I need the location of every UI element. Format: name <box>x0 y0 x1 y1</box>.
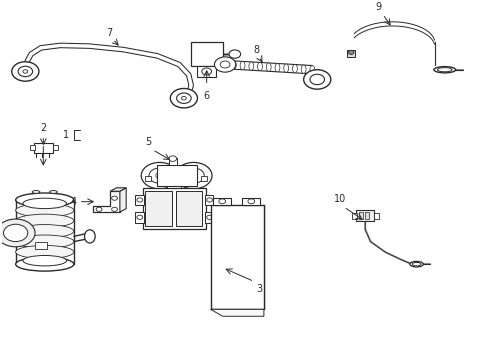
Ellipse shape <box>16 225 74 238</box>
Ellipse shape <box>222 60 227 69</box>
Ellipse shape <box>84 230 95 243</box>
Bar <box>169 158 176 165</box>
Circle shape <box>156 173 163 179</box>
Text: 5: 5 <box>145 137 151 147</box>
Bar <box>204 195 213 205</box>
Circle shape <box>170 89 197 108</box>
Text: 7: 7 <box>106 28 113 39</box>
Circle shape <box>23 70 28 73</box>
Bar <box>346 50 354 57</box>
Ellipse shape <box>16 235 74 248</box>
Text: 9: 9 <box>375 3 381 13</box>
Polygon shape <box>120 188 126 212</box>
Text: 3: 3 <box>255 284 262 294</box>
Circle shape <box>202 68 211 75</box>
Ellipse shape <box>16 214 74 228</box>
Circle shape <box>183 168 204 183</box>
Bar <box>53 145 58 150</box>
Circle shape <box>96 207 102 211</box>
Bar <box>358 212 362 219</box>
Text: 2: 2 <box>40 123 46 133</box>
Circle shape <box>206 215 212 219</box>
Ellipse shape <box>274 63 279 72</box>
Text: 10: 10 <box>334 194 346 204</box>
Ellipse shape <box>301 65 305 73</box>
Ellipse shape <box>266 63 271 71</box>
Text: 6: 6 <box>203 91 209 100</box>
Ellipse shape <box>16 204 74 217</box>
Circle shape <box>12 62 39 81</box>
Circle shape <box>141 162 178 189</box>
Circle shape <box>206 198 212 202</box>
Circle shape <box>176 93 191 103</box>
Circle shape <box>347 50 353 54</box>
Bar <box>197 66 216 77</box>
Bar <box>142 188 205 229</box>
Ellipse shape <box>23 256 66 266</box>
Circle shape <box>0 219 35 247</box>
Circle shape <box>137 215 142 219</box>
Circle shape <box>247 199 254 204</box>
Ellipse shape <box>49 190 57 193</box>
Bar <box>175 191 202 226</box>
Circle shape <box>220 61 229 68</box>
Ellipse shape <box>433 67 455 73</box>
Ellipse shape <box>257 62 262 71</box>
Ellipse shape <box>409 261 423 267</box>
Ellipse shape <box>437 68 451 72</box>
Circle shape <box>111 196 117 200</box>
Ellipse shape <box>23 198 66 208</box>
Bar <box>35 242 47 248</box>
Bar <box>355 210 374 221</box>
Text: 1: 1 <box>63 130 69 140</box>
Bar <box>145 191 171 226</box>
Ellipse shape <box>231 61 236 69</box>
Bar <box>34 143 53 153</box>
Circle shape <box>218 199 225 204</box>
Circle shape <box>3 224 28 242</box>
Bar <box>191 42 222 66</box>
Ellipse shape <box>32 190 40 193</box>
Circle shape <box>149 168 170 183</box>
Bar <box>242 198 260 205</box>
Circle shape <box>181 96 186 100</box>
Polygon shape <box>210 309 264 316</box>
Bar <box>213 198 231 205</box>
Bar <box>135 195 144 205</box>
Bar <box>364 212 368 219</box>
Bar <box>135 212 144 222</box>
Ellipse shape <box>411 262 420 266</box>
Bar <box>374 213 379 219</box>
Ellipse shape <box>309 66 314 74</box>
Circle shape <box>189 173 197 179</box>
Bar <box>30 145 35 150</box>
Polygon shape <box>93 191 120 212</box>
Circle shape <box>228 50 240 58</box>
Circle shape <box>137 198 142 202</box>
Bar <box>145 176 151 181</box>
Ellipse shape <box>292 64 297 73</box>
Bar <box>201 176 206 181</box>
Circle shape <box>111 207 117 211</box>
Ellipse shape <box>240 62 244 70</box>
Bar <box>210 205 264 309</box>
Bar <box>204 212 213 222</box>
Circle shape <box>175 162 212 189</box>
Ellipse shape <box>16 193 74 207</box>
Ellipse shape <box>16 246 74 258</box>
Circle shape <box>303 70 330 89</box>
Bar <box>351 213 356 219</box>
Bar <box>157 165 197 186</box>
Circle shape <box>309 74 324 85</box>
Text: 8: 8 <box>253 45 259 55</box>
Ellipse shape <box>16 257 74 271</box>
Circle shape <box>168 156 176 161</box>
Bar <box>166 186 181 193</box>
Ellipse shape <box>283 64 288 72</box>
Circle shape <box>214 57 235 72</box>
Text: 4: 4 <box>71 197 77 207</box>
Ellipse shape <box>248 62 253 70</box>
Polygon shape <box>110 188 126 191</box>
Circle shape <box>18 66 33 77</box>
